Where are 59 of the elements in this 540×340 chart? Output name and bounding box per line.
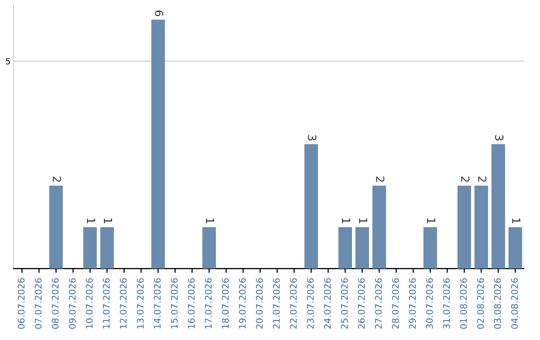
data-label: 2 <box>376 176 384 182</box>
data-label: 3 <box>495 135 504 140</box>
bar <box>355 227 370 269</box>
x-tick-label: 30.07.2026 <box>426 278 433 329</box>
x-tick-label: 12.07.2026 <box>120 278 127 328</box>
bar <box>151 20 165 269</box>
x-tick-label: 21.07.2026 <box>272 278 280 329</box>
x-tick-label: 04.08.2026 <box>511 278 518 329</box>
x-tick-label: 01.08.2026 <box>460 278 467 329</box>
x-tick-label: 14.07.2026 <box>154 278 161 328</box>
data-label: 1 <box>86 218 96 224</box>
bar <box>83 227 97 269</box>
x-tick-label: 26.07.2026 <box>358 278 365 329</box>
x-tick-label: 29.07.2026 <box>409 278 416 329</box>
bar <box>474 186 488 269</box>
x-tick-label: 15.07.2026 <box>170 278 178 328</box>
bar <box>100 227 114 269</box>
x-tick-label: 28.07.2026 <box>392 278 399 329</box>
x-tick-label: 10.07.2026 <box>86 278 93 328</box>
data-label: 2 <box>478 176 486 182</box>
x-tick-label: 09.07.2026 <box>68 278 76 329</box>
x-tick-label: 17.07.2026 <box>204 278 212 328</box>
data-label: 1 <box>512 218 520 224</box>
x-tick-label: 25.07.2026 <box>340 278 348 329</box>
x-tick-label: 03.08.2026 <box>494 278 501 329</box>
data-label: 1 <box>342 218 350 224</box>
data-label: 3 <box>308 135 316 140</box>
bar <box>491 144 506 269</box>
bar <box>202 227 216 269</box>
x-tick-label: 07.07.2026 <box>34 278 42 329</box>
x-tick-label: 23.07.2026 <box>306 278 314 329</box>
bar <box>423 227 438 269</box>
x-tick-label: 20.07.2026 <box>256 278 263 329</box>
x-tick-label: 22.07.2026 <box>290 278 297 329</box>
x-tick-label: 02.08.2026 <box>477 278 484 329</box>
x-tick-label: 13.07.2026 <box>136 278 144 328</box>
data-label: 1 <box>206 218 214 224</box>
x-tick-label: 18.07.2026 <box>222 278 229 328</box>
bar <box>457 186 472 269</box>
bar <box>338 227 352 269</box>
x-tick-label: 16.07.2026 <box>188 278 195 328</box>
bar <box>49 186 63 269</box>
bar <box>304 144 318 269</box>
y-tick-label: 5 <box>6 58 10 64</box>
data-label: 6 <box>154 10 164 16</box>
data-label: 2 <box>461 176 470 182</box>
data-label: 1 <box>359 218 368 224</box>
bar <box>508 227 522 269</box>
x-tick-label: 31.07.2026 <box>443 278 450 329</box>
data-label: 1 <box>427 218 436 224</box>
x-tick-label: 11.07.2026 <box>102 278 110 328</box>
data-label: 1 <box>104 218 112 224</box>
x-tick-label: 08.07.2026 <box>52 278 59 329</box>
x-tick-label: 19.07.2026 <box>238 278 246 328</box>
x-tick-label: 06.07.2026 <box>18 278 25 329</box>
x-tick-label: 27.07.2026 <box>375 278 382 329</box>
data-label: 2 <box>52 176 62 182</box>
x-tick-label: 24.07.2026 <box>324 278 331 329</box>
bar <box>372 186 386 269</box>
